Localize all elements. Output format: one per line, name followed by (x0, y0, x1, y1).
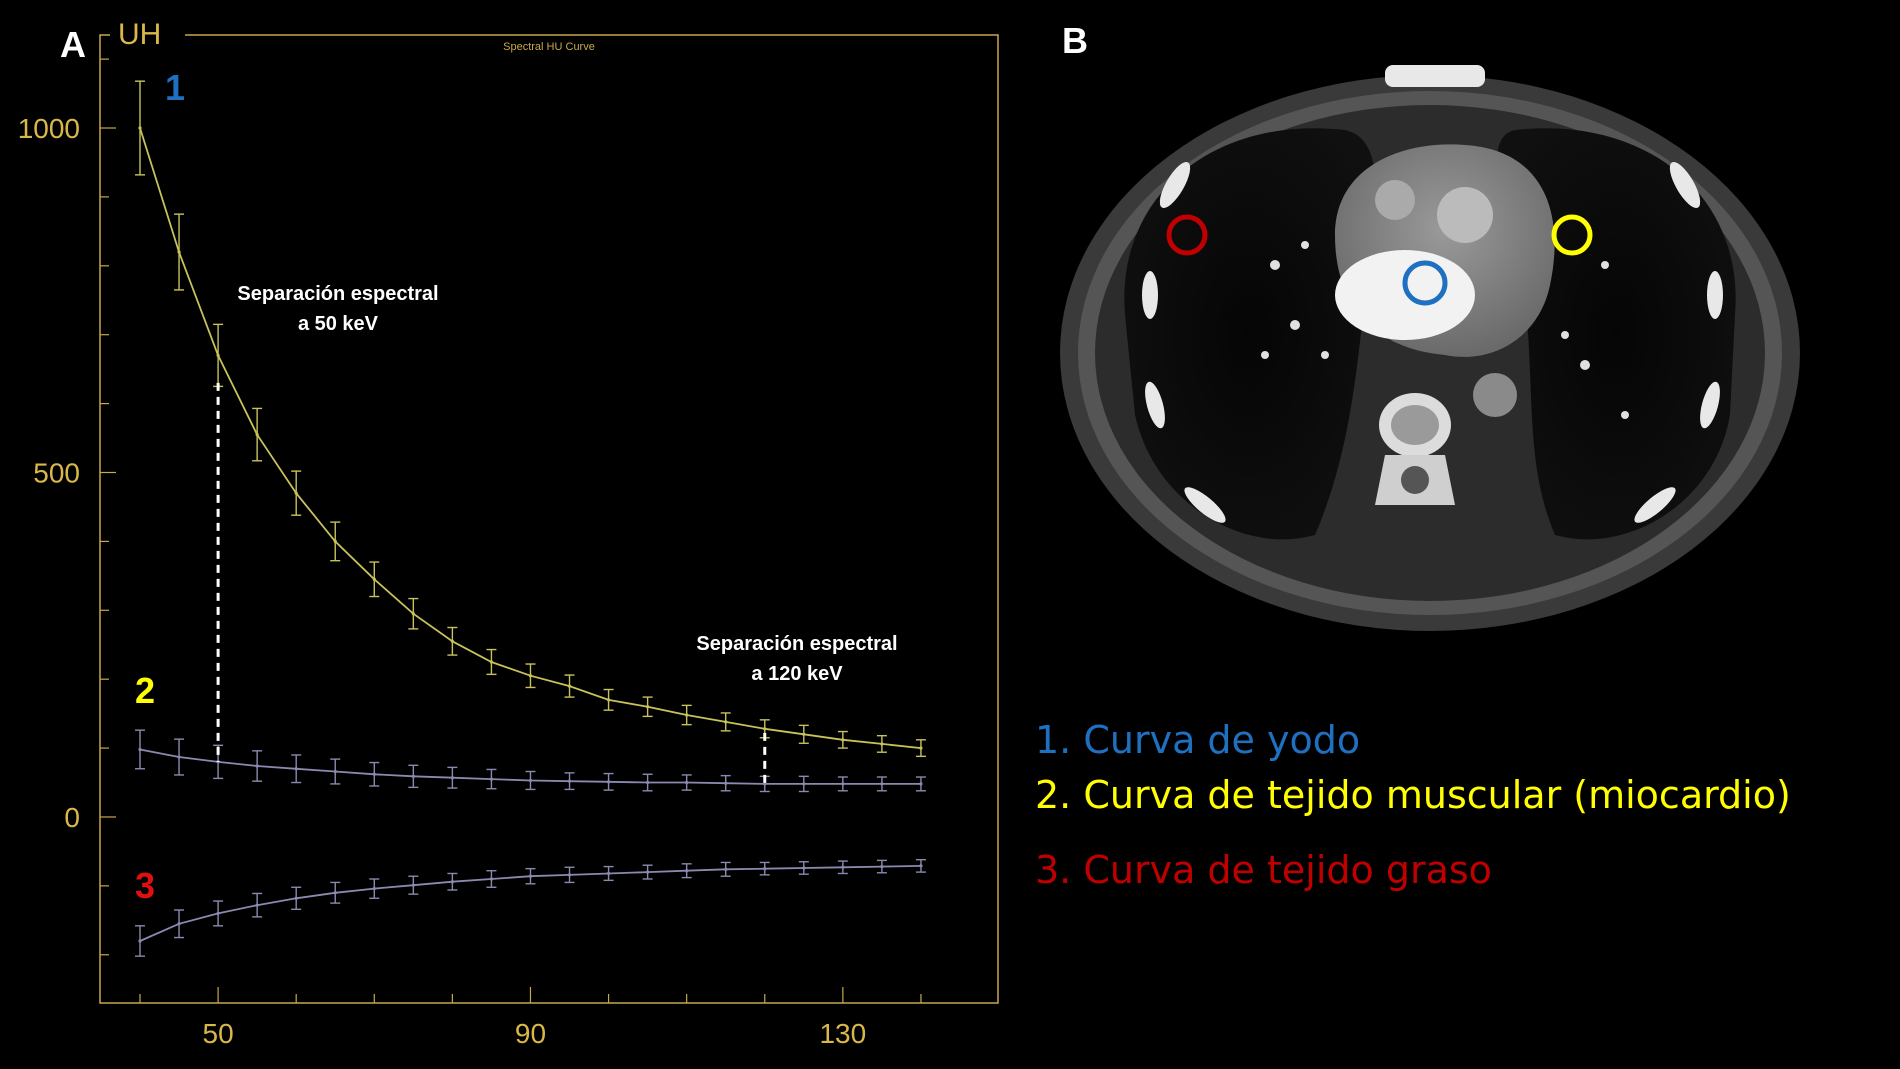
data-point (450, 880, 454, 884)
y-axis-label: UH (118, 18, 161, 51)
y-tick-label: 1000 (18, 113, 80, 144)
ylabel-mask (110, 25, 185, 47)
annotation-line1: Separación espectral (237, 283, 438, 305)
data-point (567, 684, 572, 688)
data-point (685, 713, 689, 717)
data-point (411, 883, 415, 887)
data-point (919, 782, 923, 786)
ct-thorax-image (1060, 65, 1800, 631)
panel-a-label: A (60, 24, 86, 65)
series-label-1: 1 (165, 67, 185, 108)
data-point (567, 873, 572, 877)
series-3 (135, 858, 926, 957)
data-point (489, 877, 494, 881)
data-point (646, 780, 650, 785)
data-point (528, 874, 533, 878)
roi-circle-yellow (1551, 214, 1593, 256)
data-point (567, 779, 572, 783)
legend-item-fat: 3. Curva de tejido graso (1035, 848, 1492, 892)
data-point (177, 755, 181, 759)
data-point (841, 782, 845, 786)
data-point (450, 639, 454, 643)
annotation-line1: Separación espectral (696, 633, 897, 655)
data-point (450, 776, 454, 780)
data-point (333, 891, 337, 895)
series-1 (135, 80, 926, 758)
legend-item-muscle: 2. Curva de tejido muscular (miocardio) (1035, 773, 1791, 817)
data-point (528, 778, 533, 783)
data-point (372, 887, 376, 891)
data-point (255, 433, 259, 437)
data-point (372, 772, 376, 776)
data-point (841, 738, 845, 742)
data-point (177, 922, 181, 926)
data-point (880, 782, 884, 786)
chart-title: Spectral HU Curve (503, 41, 595, 53)
data-point (606, 780, 611, 784)
data-point (919, 864, 923, 868)
series-label-2: 2 (135, 670, 155, 711)
data-point (646, 870, 650, 874)
roi-circle-red (1166, 214, 1208, 256)
panel-b-label: B (1062, 20, 1088, 61)
data-point (138, 747, 142, 752)
left-lung (1497, 128, 1736, 540)
roi-circle-blue (1402, 260, 1448, 306)
data-point (802, 866, 806, 870)
data-point (489, 777, 494, 781)
aorta (1335, 250, 1475, 340)
data-point (802, 782, 806, 786)
spectral-chart: UHkeVSpectral HU Curve050010005090130123… (18, 18, 999, 1049)
legend-item-iodine: 1. Curva de yodo (1035, 718, 1361, 762)
data-point (411, 774, 415, 778)
annotation-line2: a 120 keV (751, 663, 843, 685)
data-point (294, 767, 298, 771)
data-point (528, 674, 533, 678)
data-point (919, 746, 923, 750)
y-tick-label: 500 (33, 457, 80, 488)
data-point (880, 864, 884, 869)
data-point (489, 660, 494, 664)
data-point (294, 896, 298, 900)
data-point (763, 782, 767, 786)
plot-frame (99, 34, 999, 1004)
data-point (802, 732, 806, 736)
data-point (177, 250, 181, 254)
data-point (724, 867, 728, 871)
data-point (841, 865, 845, 869)
data-point (685, 780, 689, 785)
x-tick-label: 50 (203, 1018, 234, 1049)
data-point (294, 491, 298, 495)
series-2 (135, 729, 926, 793)
annotation-line2: a 50 keV (298, 313, 379, 335)
data-point (685, 869, 689, 873)
data-point (138, 939, 142, 943)
data-point (763, 867, 767, 871)
data-point (724, 720, 728, 724)
data-point (411, 612, 415, 616)
ribs (1142, 65, 1723, 523)
data-point (255, 764, 259, 768)
data-point (606, 871, 611, 876)
data-point (216, 353, 220, 357)
data-point (372, 577, 376, 581)
data-point (763, 727, 767, 731)
y-tick-label: 0 (64, 802, 80, 833)
right-lung (1124, 128, 1376, 540)
data-point (646, 705, 650, 709)
x-tick-label: 130 (819, 1018, 866, 1049)
data-point (606, 698, 611, 702)
data-point (138, 126, 142, 130)
data-point (724, 781, 728, 785)
data-point (255, 903, 259, 907)
series-label-3: 3 (135, 865, 155, 906)
data-point (216, 911, 220, 916)
data-point (333, 539, 337, 543)
x-tick-label: 90 (515, 1018, 546, 1049)
data-point (333, 769, 337, 774)
data-point (880, 742, 884, 746)
